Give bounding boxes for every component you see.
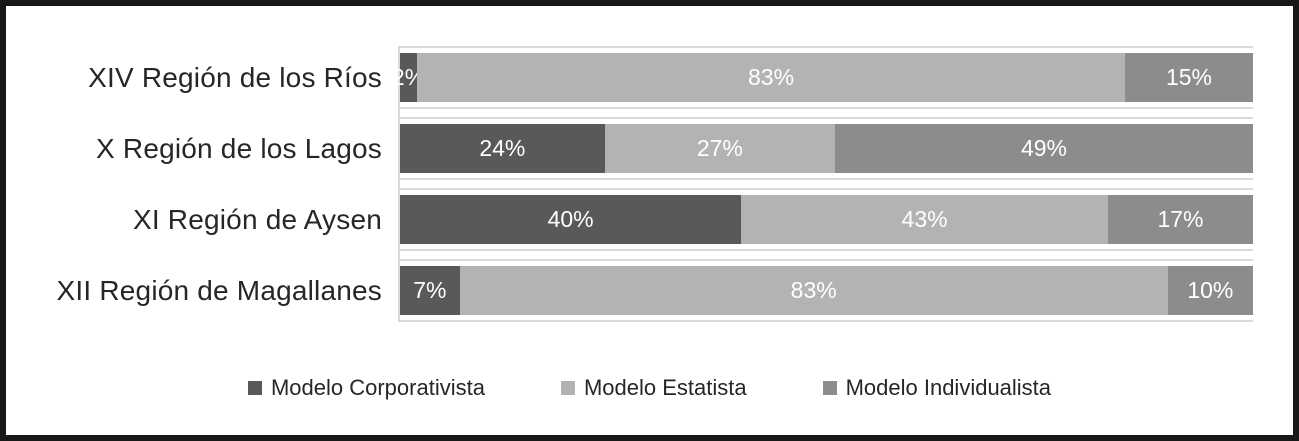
bar-segment: 10%: [1167, 266, 1253, 315]
value-label: 10%: [1187, 277, 1234, 303]
stacked-bar: 40% 43% 17%: [400, 195, 1253, 244]
bar-segment: 15%: [1125, 53, 1253, 102]
bar-segment: 17%: [1107, 195, 1253, 244]
category-label: X Región de los Lagos: [96, 132, 382, 164]
legend-label: Modelo Individualista: [845, 375, 1052, 400]
legend-swatch-icon: [247, 381, 262, 395]
bar-segment: 83%: [459, 266, 1168, 315]
bar-segment: 27%: [604, 124, 836, 173]
plot-area: 2% 83% 15% 24% 27% 49% 40% 43% 17% 7% 83% 10%: [392, 46, 1253, 322]
bar-segment: 2%: [392, 53, 425, 102]
value-label: 49%: [1020, 135, 1068, 161]
category-label: XII Región de Magallanes: [56, 274, 382, 306]
legend-label: Modelo Estatista: [583, 375, 747, 400]
bar-segment: 24%: [400, 124, 605, 173]
value-label: 17%: [1157, 206, 1204, 232]
legend-swatch-icon: [822, 381, 837, 395]
bar-segment: 83%: [417, 53, 1126, 102]
value-label: 83%: [790, 277, 837, 303]
legend-item: Modelo Estatista: [560, 375, 747, 401]
category-band: 24% 27% 49%: [400, 117, 1253, 180]
category-label: XI Región de Aysen: [132, 203, 382, 235]
stacked-bar: 2% 83% 15%: [392, 53, 1253, 102]
stacked-bar: 24% 27% 49%: [400, 124, 1253, 173]
bar-segment: 49%: [835, 124, 1253, 173]
stacked-bar: 7% 83% 10%: [400, 266, 1253, 315]
value-label: 40%: [547, 206, 594, 232]
bar-segment: 43%: [741, 195, 1108, 244]
value-label: 7%: [413, 277, 447, 303]
value-label: 15%: [1165, 64, 1213, 90]
category-band: 40% 43% 17%: [400, 188, 1253, 251]
legend-item: Modelo Corporativista: [247, 375, 485, 401]
bar-segment: 7%: [400, 266, 460, 315]
legend-label: Modelo Corporativista: [270, 375, 485, 400]
category-band: 2% 83% 15%: [392, 46, 1253, 109]
value-label: 24%: [479, 135, 526, 161]
value-label: 83%: [748, 64, 795, 90]
chart-legend: Modelo Corporativista Modelo Estatista Mod…: [6, 375, 1293, 401]
category-label: XIV Región de los Ríos: [88, 61, 382, 93]
category-axis: XIV Región de los Ríos X Región de los La…: [6, 46, 398, 322]
value-label: 43%: [901, 206, 948, 232]
bar-segment: 40%: [400, 195, 742, 244]
value-label: 27%: [696, 135, 743, 161]
stacked-bar-chart: XIV Región de los Ríos X Región de los La…: [6, 46, 1253, 322]
legend-item: Modelo Individualista: [822, 375, 1052, 401]
category-band: 7% 83% 10%: [400, 259, 1253, 322]
legend-swatch-icon: [560, 381, 575, 395]
